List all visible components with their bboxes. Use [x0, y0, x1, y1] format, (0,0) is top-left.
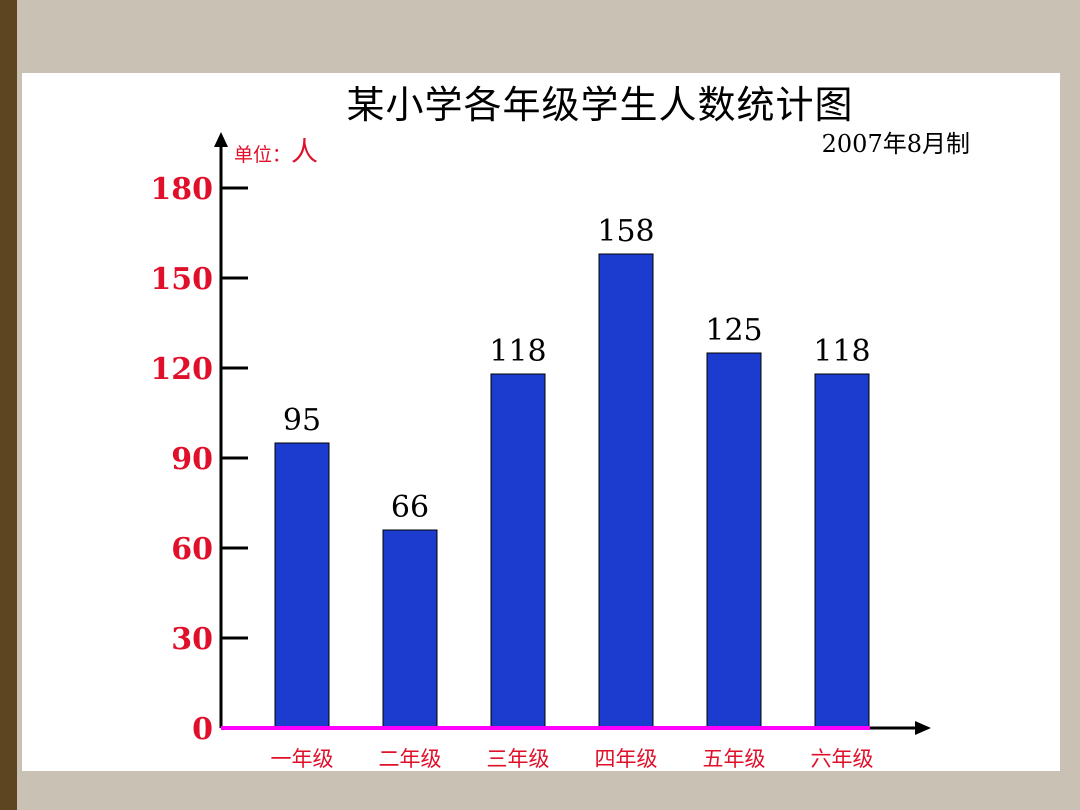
y-axis-arrow — [214, 132, 228, 147]
x-tick-label: 五年级 — [703, 747, 766, 771]
chart-title: 某小学各年级学生人数统计图 — [346, 83, 854, 127]
bar — [598, 253, 654, 729]
x-axis-arrow — [915, 721, 931, 735]
y-tick-label: 0 — [192, 712, 213, 747]
data-label: 158 — [597, 214, 654, 249]
bar — [382, 529, 438, 729]
data-label: 125 — [705, 313, 762, 348]
y-tick-label: 90 — [171, 442, 213, 477]
unit-label: 单位：人 — [234, 130, 318, 169]
data-label: 66 — [391, 490, 429, 525]
x-tick-label: 四年级 — [595, 747, 658, 771]
y-tick-label: 150 — [150, 262, 213, 297]
bar — [490, 373, 546, 729]
x-tick-label: 六年级 — [811, 747, 874, 771]
x-tick-label: 三年级 — [487, 747, 550, 771]
bar — [274, 442, 330, 729]
y-tick-label: 30 — [171, 622, 213, 657]
unit-prefix: 单位： — [234, 144, 292, 166]
bar — [706, 352, 762, 729]
date-note: 2007年8月制 — [821, 130, 970, 158]
bar — [814, 373, 870, 729]
data-label: 118 — [813, 334, 870, 369]
x-tick-label: 二年级 — [379, 747, 442, 771]
unit-value: 人 — [291, 137, 319, 168]
x-tick-label: 一年级 — [271, 747, 334, 771]
y-tick-label: 180 — [150, 172, 213, 207]
data-label: 95 — [283, 403, 321, 438]
y-tick-label: 60 — [171, 532, 213, 567]
data-label: 118 — [489, 334, 546, 369]
left-decor-bar — [0, 0, 17, 810]
y-tick-label: 120 — [150, 352, 213, 387]
